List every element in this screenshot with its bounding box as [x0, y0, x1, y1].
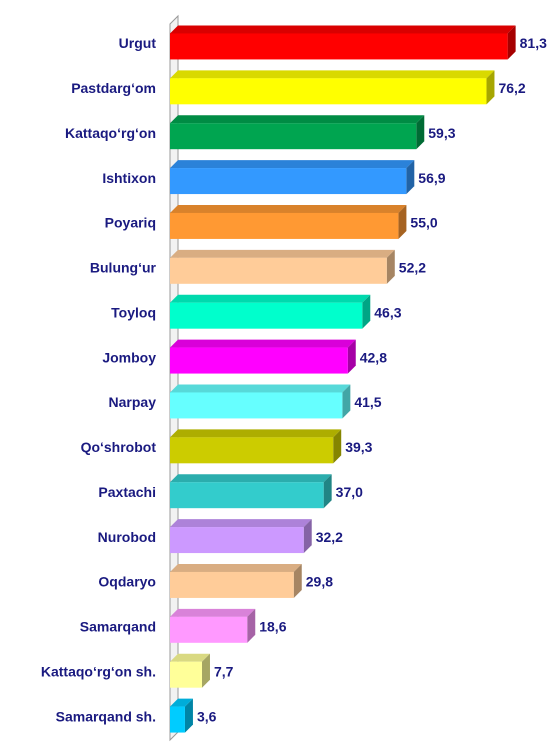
bar-side	[362, 294, 371, 329]
bar-top	[170, 653, 210, 662]
bar	[170, 347, 348, 374]
bar	[170, 302, 363, 329]
bar	[170, 571, 294, 598]
bar-side	[507, 25, 516, 60]
bar-top	[170, 339, 356, 348]
bar	[170, 661, 202, 688]
bar	[170, 168, 407, 195]
y-tick-label: Ishtixon	[102, 170, 156, 186]
bar-side	[323, 474, 332, 509]
y-tick-label: Pastdarg‘om	[71, 80, 156, 96]
value-label: 81,3	[520, 35, 547, 51]
bar-top	[170, 249, 395, 258]
value-label: 76,2	[498, 80, 525, 96]
bar-top	[170, 519, 312, 528]
value-label: 29,8	[306, 574, 333, 590]
bar-side	[398, 204, 407, 239]
bar-side	[247, 608, 256, 643]
y-tick-label: Narpay	[109, 394, 157, 410]
bar-top	[170, 474, 332, 483]
value-label: 39,3	[345, 439, 372, 455]
bar	[170, 212, 399, 239]
bar-top	[170, 25, 516, 34]
bar-top	[170, 294, 371, 303]
bar-side	[201, 653, 210, 688]
bar	[170, 123, 417, 150]
bar-top	[170, 563, 302, 572]
y-tick-label: Bulung‘ur	[90, 260, 157, 276]
y-tick-label: Kattaqo‘rg‘on sh.	[41, 663, 156, 679]
y-tick-label: Urgut	[119, 35, 157, 51]
bar	[170, 527, 304, 554]
bar-side	[293, 563, 302, 598]
bar-top	[170, 698, 193, 707]
value-label: 37,0	[336, 484, 363, 500]
y-tick-label: Nurobod	[98, 529, 156, 545]
value-label: 18,6	[259, 619, 286, 635]
bar	[170, 392, 343, 419]
bar-side	[303, 519, 312, 554]
y-tick-label: Samarqand sh.	[56, 708, 156, 724]
value-label: 46,3	[374, 304, 401, 320]
bar	[170, 257, 387, 284]
bar-side	[347, 339, 356, 374]
bar-top	[170, 160, 415, 169]
bar-side	[184, 698, 193, 733]
bar-side	[416, 115, 425, 150]
bar-top	[170, 204, 407, 213]
bar-top	[170, 608, 256, 617]
value-label: 55,0	[410, 215, 437, 231]
bar	[170, 437, 334, 464]
y-tick-label: Toyloq	[111, 304, 156, 320]
bar	[170, 706, 185, 733]
bar-top	[170, 70, 495, 79]
y-tick-label: Oqdaryo	[98, 574, 156, 590]
y-tick-label: Poyariq	[105, 215, 156, 231]
bar	[170, 616, 248, 643]
bar-top	[170, 384, 351, 393]
bar-top	[170, 115, 425, 124]
bar-side	[486, 70, 495, 105]
bar-side	[406, 160, 415, 195]
y-tick-label: Jomboy	[102, 349, 156, 365]
value-label: 42,8	[360, 349, 387, 365]
y-tick-label: Samarqand	[80, 619, 156, 635]
value-label: 52,2	[399, 260, 426, 276]
y-tick-label: Paxtachi	[98, 484, 156, 500]
y-tick-label: Kattaqo‘rg‘on	[65, 125, 156, 141]
y-tick-label: Qo‘shrobot	[81, 439, 157, 455]
bar-side	[386, 249, 395, 284]
value-label: 59,3	[428, 125, 455, 141]
bar	[170, 33, 508, 60]
value-label: 7,7	[214, 663, 234, 679]
value-label: 56,9	[418, 170, 445, 186]
bar	[170, 482, 324, 509]
bar-side	[342, 384, 351, 419]
value-label: 32,2	[316, 529, 343, 545]
bar-side	[333, 429, 342, 464]
bar-top	[170, 429, 342, 438]
value-label: 3,6	[197, 708, 217, 724]
value-label: 41,5	[354, 394, 381, 410]
bar	[170, 78, 487, 105]
